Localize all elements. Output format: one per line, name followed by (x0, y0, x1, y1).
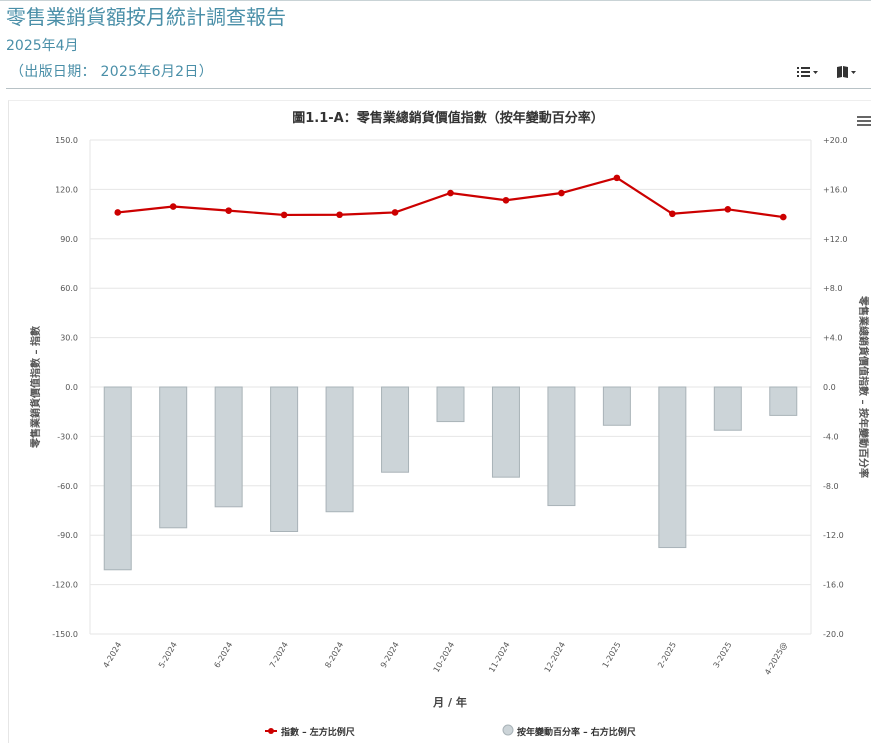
publication-date: （出版日期： 2025年6月2日） (10, 64, 213, 80)
chart-frame (8, 100, 871, 743)
top-border (0, 0, 871, 1)
hamburger-menu-icon[interactable] (857, 112, 871, 131)
page-title: 零售業銷貨額按月統計調查報告 (6, 5, 286, 29)
book-dropdown-icon[interactable] (836, 64, 860, 80)
header-divider (6, 88, 871, 89)
report-period: 2025年4月 (6, 38, 79, 54)
list-dropdown-icon[interactable] (796, 64, 820, 80)
